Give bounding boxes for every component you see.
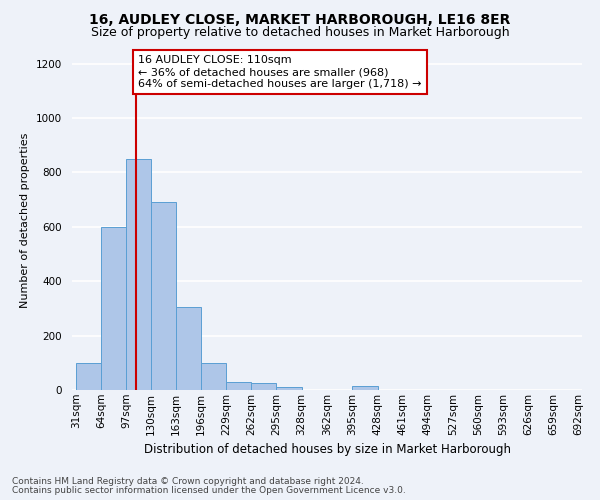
Bar: [251, 383, 277, 390]
Text: 16 AUDLEY CLOSE: 110sqm
← 36% of detached houses are smaller (968)
64% of semi-d: 16 AUDLEY CLOSE: 110sqm ← 36% of detache…: [138, 56, 422, 88]
Bar: [226, 382, 251, 390]
Bar: [352, 386, 377, 390]
Bar: [101, 227, 126, 390]
Text: Contains HM Land Registry data © Crown copyright and database right 2024.: Contains HM Land Registry data © Crown c…: [12, 477, 364, 486]
Bar: [176, 307, 201, 390]
Text: Size of property relative to detached houses in Market Harborough: Size of property relative to detached ho…: [91, 26, 509, 39]
Text: 16, AUDLEY CLOSE, MARKET HARBOROUGH, LE16 8ER: 16, AUDLEY CLOSE, MARKET HARBOROUGH, LE1…: [89, 12, 511, 26]
X-axis label: Distribution of detached houses by size in Market Harborough: Distribution of detached houses by size …: [143, 443, 511, 456]
Bar: [277, 388, 302, 390]
Y-axis label: Number of detached properties: Number of detached properties: [20, 132, 31, 308]
Text: Contains public sector information licensed under the Open Government Licence v3: Contains public sector information licen…: [12, 486, 406, 495]
Bar: [76, 363, 101, 390]
Bar: [151, 202, 176, 390]
Bar: [126, 159, 151, 390]
Bar: [201, 363, 226, 390]
